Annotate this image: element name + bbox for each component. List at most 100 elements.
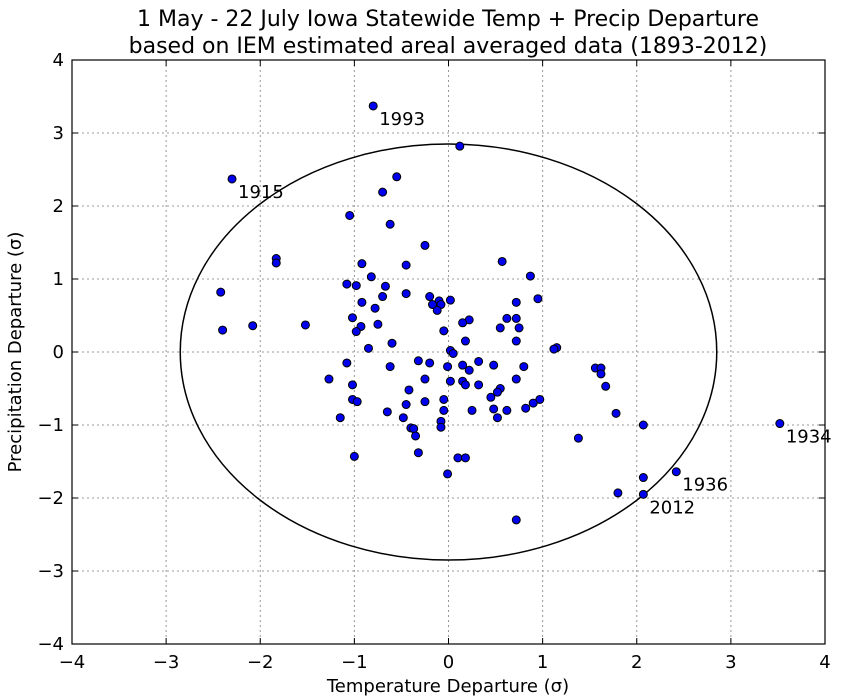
data-point bbox=[398, 413, 408, 423]
data-point bbox=[549, 344, 559, 354]
x-axis-label: Temperature Departure (σ) bbox=[326, 676, 569, 697]
data-point bbox=[409, 424, 419, 434]
data-point bbox=[439, 326, 449, 336]
data-point bbox=[368, 101, 378, 111]
data-point bbox=[671, 467, 681, 477]
data-point bbox=[392, 172, 402, 182]
data-point bbox=[474, 356, 484, 366]
data-point bbox=[370, 303, 380, 313]
chart-subtitle: based on IEM estimated areal averaged da… bbox=[129, 34, 768, 59]
y-tick-label: −3 bbox=[37, 561, 64, 582]
data-point bbox=[460, 453, 470, 463]
x-tick-label: 3 bbox=[725, 652, 736, 673]
data-point bbox=[366, 272, 376, 282]
x-tick-label: 4 bbox=[819, 652, 830, 673]
data-point bbox=[413, 448, 423, 458]
data-point bbox=[401, 400, 411, 410]
data-point bbox=[511, 515, 521, 525]
data-point bbox=[425, 358, 435, 368]
point-annotation: 1936 bbox=[682, 475, 728, 496]
data-point bbox=[380, 281, 390, 291]
data-point bbox=[413, 356, 423, 366]
data-point bbox=[324, 374, 334, 384]
data-point bbox=[351, 281, 361, 291]
data-point bbox=[352, 397, 362, 407]
data-point bbox=[495, 323, 505, 333]
data-point bbox=[611, 408, 621, 418]
x-tick-label: 1 bbox=[537, 652, 548, 673]
y-tick-label: 2 bbox=[53, 196, 64, 217]
data-point bbox=[502, 313, 512, 323]
data-point bbox=[357, 259, 367, 269]
data-point bbox=[300, 320, 310, 330]
data-point bbox=[511, 297, 521, 307]
data-point bbox=[486, 392, 496, 402]
data-point bbox=[420, 240, 430, 250]
data-point bbox=[385, 362, 395, 372]
data-point bbox=[455, 141, 465, 151]
data-point bbox=[464, 365, 474, 375]
x-tick-label: −1 bbox=[341, 652, 368, 673]
point-annotation: 2012 bbox=[649, 497, 695, 518]
data-point bbox=[420, 397, 430, 407]
data-point bbox=[404, 385, 414, 395]
x-tick-label: 0 bbox=[443, 652, 454, 673]
data-point bbox=[638, 489, 648, 499]
data-point bbox=[357, 297, 367, 307]
y-tick-label: 4 bbox=[53, 50, 64, 71]
data-point bbox=[378, 292, 388, 302]
point-annotation: 1993 bbox=[379, 109, 425, 130]
data-point bbox=[401, 289, 411, 299]
data-point bbox=[347, 313, 357, 323]
y-axis-label: Precipitation Departure (σ) bbox=[5, 232, 26, 473]
data-point bbox=[401, 260, 411, 270]
data-point bbox=[439, 405, 449, 415]
data-point bbox=[345, 210, 355, 220]
data-point bbox=[514, 323, 524, 333]
plot-frame bbox=[71, 59, 826, 645]
data-point bbox=[613, 488, 623, 498]
data-point bbox=[458, 360, 468, 370]
y-tick-label: −1 bbox=[37, 415, 64, 436]
data-point bbox=[445, 295, 455, 305]
data-point bbox=[387, 338, 397, 348]
data-point bbox=[474, 380, 484, 390]
data-point bbox=[489, 360, 499, 370]
data-point bbox=[460, 336, 470, 346]
data-point bbox=[382, 407, 392, 417]
data-point bbox=[335, 413, 345, 423]
data-point bbox=[349, 451, 359, 461]
data-point bbox=[533, 294, 543, 304]
data-point bbox=[443, 362, 453, 372]
data-point bbox=[363, 343, 373, 353]
data-point bbox=[638, 420, 648, 430]
y-tick-label: −4 bbox=[37, 634, 64, 655]
y-tick-label: 3 bbox=[53, 123, 64, 144]
data-point bbox=[216, 287, 226, 297]
x-tick-label: 2 bbox=[631, 652, 642, 673]
data-point bbox=[528, 398, 538, 408]
data-point bbox=[573, 433, 583, 443]
data-point bbox=[445, 376, 455, 386]
data-point bbox=[342, 279, 352, 289]
data-point bbox=[373, 319, 383, 329]
data-point bbox=[453, 453, 463, 463]
data-point bbox=[525, 271, 535, 281]
y-tick-label: 1 bbox=[53, 269, 64, 290]
data-point bbox=[519, 362, 529, 372]
data-point bbox=[492, 387, 502, 397]
data-point bbox=[425, 292, 435, 302]
y-tick-label: 0 bbox=[53, 342, 64, 363]
point-annotation: 1915 bbox=[238, 182, 284, 203]
x-tick-label: −2 bbox=[247, 652, 274, 673]
tick-layer: −4 −3 −2 −1 0 1 2 3 4 −4 −3 −2 −1 0 1 2 3 4 bbox=[37, 50, 830, 673]
data-point bbox=[638, 473, 648, 483]
data-point bbox=[432, 305, 442, 315]
data-point bbox=[271, 258, 281, 268]
data-point bbox=[596, 369, 606, 379]
data-point bbox=[411, 431, 421, 441]
data-point bbox=[218, 325, 228, 335]
x-tick-label: −4 bbox=[59, 652, 86, 673]
